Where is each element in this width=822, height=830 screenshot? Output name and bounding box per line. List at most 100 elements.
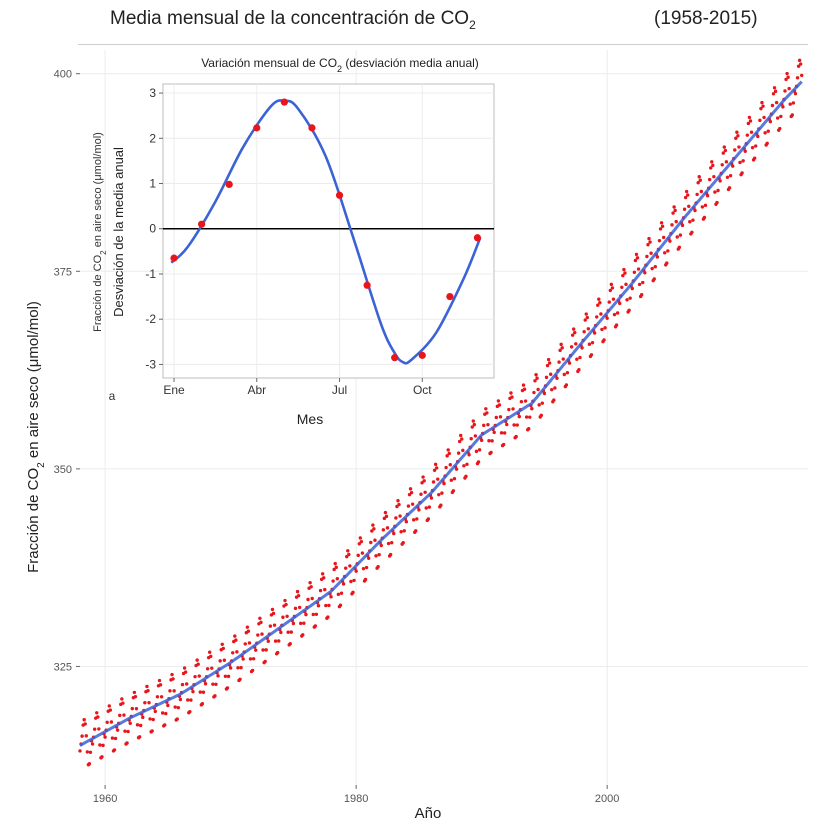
monthly-point <box>572 327 576 331</box>
monthly-point <box>474 449 479 454</box>
monthly-point <box>444 465 448 470</box>
y-tick-label: 350 <box>54 464 72 476</box>
monthly-point <box>661 235 666 240</box>
inset-y-tick-label: -1 <box>145 267 156 281</box>
monthly-point <box>261 648 265 652</box>
monthly-point <box>347 552 351 557</box>
monthly-point <box>448 463 452 467</box>
monthly-point <box>285 614 289 618</box>
monthly-point <box>465 462 469 466</box>
monthly-point <box>214 682 218 686</box>
monthly-point <box>691 218 695 222</box>
monthly-point <box>648 240 652 244</box>
monthly-point <box>384 514 389 519</box>
monthly-point <box>580 346 584 350</box>
monthly-point <box>734 136 738 140</box>
monthly-point <box>366 556 371 560</box>
monthly-point <box>771 92 776 96</box>
monthly-point <box>680 223 685 228</box>
monthly-point <box>159 695 164 699</box>
monthly-point <box>786 75 790 79</box>
monthly-point <box>188 709 192 714</box>
monthly-point <box>781 105 785 109</box>
monthly-point <box>774 100 779 105</box>
monthly-point <box>369 540 373 545</box>
monthly-point <box>703 203 708 208</box>
monthly-point <box>193 674 197 679</box>
monthly-point <box>108 708 113 712</box>
monthly-point <box>236 666 240 670</box>
monthly-point <box>765 141 769 146</box>
monthly-point <box>251 657 256 661</box>
monthly-point <box>718 179 722 183</box>
monthly-point <box>759 106 763 111</box>
monthly-point <box>283 598 287 603</box>
monthly-point <box>121 701 125 705</box>
monthly-point <box>180 682 185 687</box>
inset-month-point <box>280 98 288 106</box>
monthly-point <box>277 639 281 643</box>
monthly-point <box>641 280 645 285</box>
monthly-point <box>467 453 471 457</box>
monthly-point <box>622 267 626 272</box>
monthly-point <box>509 391 513 395</box>
monthly-point <box>189 698 193 702</box>
monthly-point <box>184 682 189 686</box>
monthly-point <box>414 529 418 533</box>
monthly-point <box>335 577 340 581</box>
monthly-point <box>101 743 105 748</box>
monthly-point <box>238 677 242 681</box>
monthly-point <box>123 729 127 733</box>
monthly-point <box>564 383 569 387</box>
monthly-point <box>429 496 434 500</box>
monthly-point <box>302 621 306 625</box>
monthly-point <box>250 668 255 673</box>
monthly-point <box>677 245 682 250</box>
monthly-point <box>665 261 669 265</box>
monthly-point <box>289 630 293 634</box>
monthly-point <box>582 330 586 334</box>
monthly-point <box>182 666 187 670</box>
monthly-point <box>686 193 690 197</box>
monthly-point <box>595 315 599 319</box>
monthly-point <box>532 390 536 395</box>
monthly-point <box>684 189 689 194</box>
monthly-point <box>778 126 782 131</box>
monthly-point <box>128 721 132 725</box>
monthly-point <box>715 200 719 205</box>
monthly-point <box>762 115 766 120</box>
monthly-point <box>653 265 657 269</box>
monthly-point <box>163 723 167 727</box>
monthly-point <box>628 296 632 300</box>
monthly-point <box>151 717 155 722</box>
monthly-point <box>527 427 531 431</box>
inset-month-point <box>170 254 178 262</box>
monthly-point <box>288 642 292 646</box>
monthly-point <box>614 323 619 327</box>
monthly-point <box>577 367 581 372</box>
inset-y-title-line1: Fracción de CO2 en aire seco (μmol/mol) <box>92 132 108 332</box>
monthly-point <box>147 701 151 705</box>
monthly-point <box>226 674 231 679</box>
monthly-point <box>496 399 501 403</box>
monthly-point <box>168 689 172 693</box>
monthly-point <box>98 743 102 747</box>
monthly-point <box>176 705 181 710</box>
monthly-point <box>208 650 212 654</box>
monthly-point <box>401 541 405 545</box>
inset-title-prefix: Variación mensual de CO <box>201 56 337 70</box>
monthly-point <box>406 504 411 508</box>
monthly-point <box>218 659 222 663</box>
monthly-point <box>97 727 101 731</box>
monthly-point <box>672 205 676 209</box>
monthly-point <box>320 572 325 576</box>
monthly-point <box>245 625 250 629</box>
monthly-point <box>417 508 421 512</box>
monthly-point <box>800 73 804 78</box>
monthly-point <box>772 86 777 90</box>
monthly-point <box>649 251 653 255</box>
monthly-point <box>470 425 474 429</box>
monthly-point <box>201 690 206 694</box>
monthly-point <box>132 690 137 695</box>
monthly-point <box>316 604 321 608</box>
